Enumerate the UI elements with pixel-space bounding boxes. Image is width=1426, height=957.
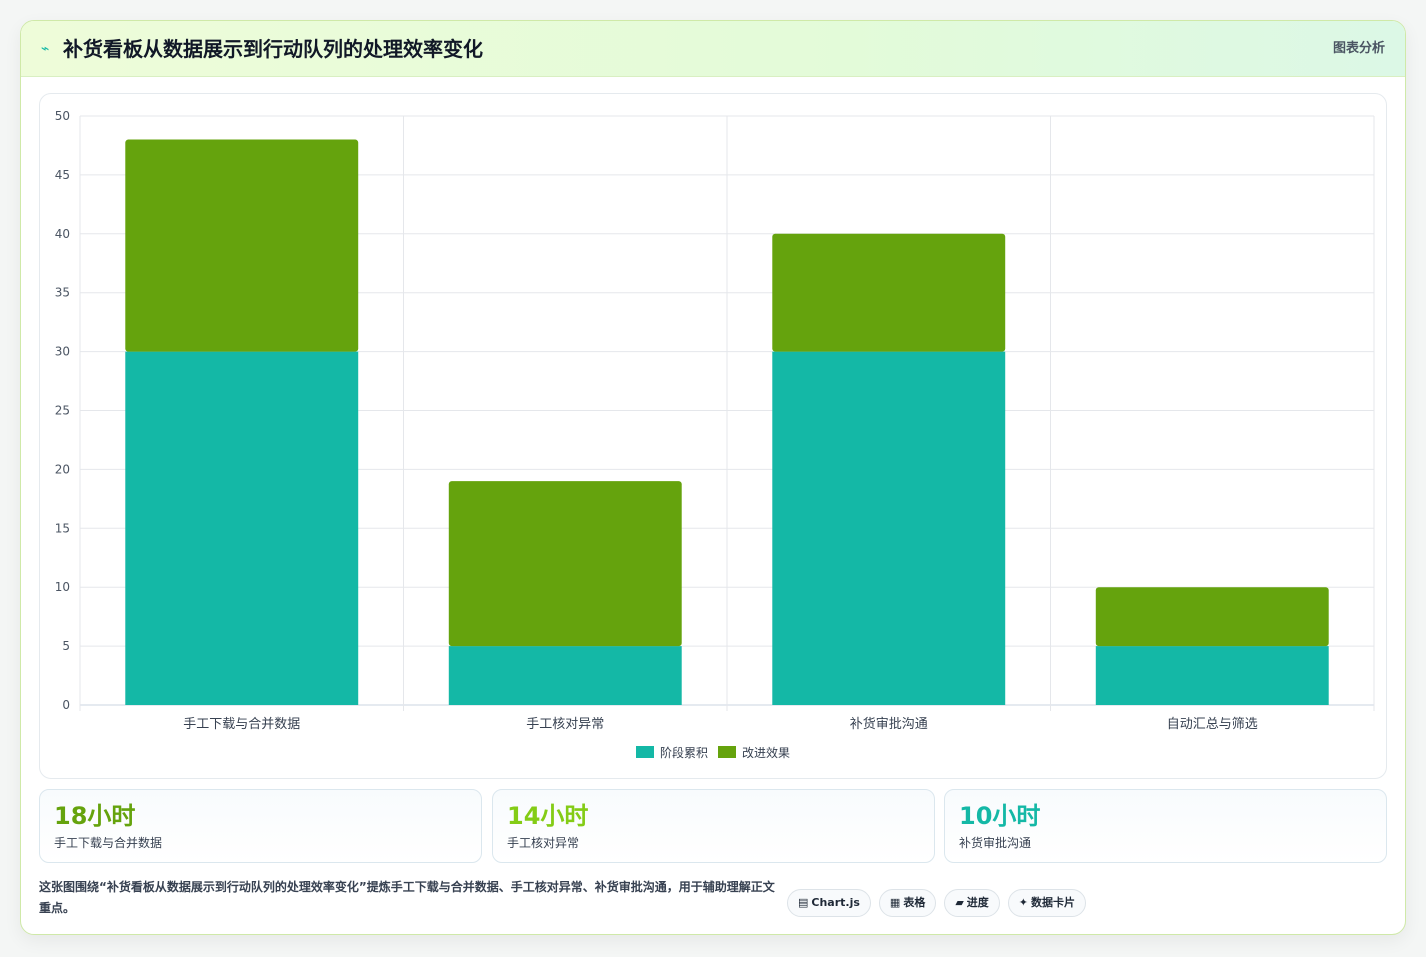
chart-card: ⌁ 补货看板从数据展示到行动队列的处理效率变化 图表分析 0 5 10 15 20 25 3… [20, 20, 1406, 935]
feature-tags: ▤ Chart.js ▦ 表格 ▰ 进度 ✦ 数据卡片 [787, 889, 1087, 917]
legend-item[interactable]: 阶段累积 [635, 744, 708, 761]
y-tick-label: 45 [55, 168, 70, 182]
chart-legend: 阶段累积 改进效果 [40, 742, 1386, 762]
bar-stage [125, 351, 359, 705]
y-tick-label: 35 [55, 286, 70, 300]
legend-swatch [635, 746, 654, 758]
legend-label: 阶段累积 [659, 745, 708, 760]
bar-stage [772, 351, 1006, 705]
legend-swatch [718, 746, 736, 758]
stat-card: 14小时手工核对异常 [492, 789, 935, 863]
stat-label: 手工下载与合并数据 [54, 836, 163, 850]
stat-cards: 18小时 手工下载与合并数据 14小时 手工核对异常 10小时 补货审批沟通 [39, 789, 1387, 863]
bar-improve [125, 139, 359, 352]
bar-improve [448, 481, 682, 647]
tag-label: 数据卡片 [1031, 896, 1076, 909]
y-tick-label: 15 [55, 521, 70, 535]
chart-description: 这张图围绕“补货看板从数据展示到行动队列的处理效率变化”提炼手工下载与合并数据、… [39, 880, 775, 915]
bar-improve [772, 233, 1006, 352]
page-title: 补货看板从数据展示到行动队列的处理效率变化 [63, 37, 483, 61]
feature-tag[interactable]: ▤ Chart.js [787, 889, 871, 917]
bar-stage [448, 646, 682, 705]
stat-value: 14小时 [507, 802, 589, 830]
tag-label: Chart.js [811, 896, 860, 909]
y-tick-label: 25 [55, 404, 70, 418]
tag-icon: ✦ [1018, 896, 1029, 909]
y-tick-label: 0 [62, 698, 70, 712]
stacked-bar-chart: 0 5 10 15 20 25 30 35 40 45 50 手工下载与合并数据 手工核对异常 补货审批沟… [55, 109, 1375, 732]
legend-item[interactable]: 改进效果 [718, 744, 790, 761]
tag-icon: ▰ [955, 896, 964, 909]
tag-label: 表格 [903, 896, 926, 909]
stat-card: 10小时补货审批沟通 [944, 789, 1387, 863]
stat-value: 10小时 [959, 802, 1041, 830]
chart-panel: 0 5 10 15 20 25 30 35 40 45 50 手工下载与合并数据 手工核对异常 补货审批沟… [39, 93, 1387, 779]
card-header: ⌁ 补货看板从数据展示到行动队列的处理效率变化 图表分析 [21, 21, 1405, 77]
y-tick-label: 10 [55, 580, 70, 594]
feature-tag[interactable]: ✦ 数据卡片 [1007, 889, 1087, 917]
chart-line-icon: ⌁ [41, 41, 50, 57]
tag-icon: ▤ [798, 896, 809, 909]
y-tick-label: 40 [55, 227, 70, 241]
x-tick-label: 手工下载与合并数据 [183, 717, 300, 732]
y-tick-label: 50 [55, 109, 70, 123]
stat-card: 18小时手工下载与合并数据 [39, 789, 482, 863]
y-tick-label: 20 [55, 462, 70, 476]
feature-tag[interactable]: ▰ 进度 [944, 889, 1000, 917]
bar-improve [1095, 587, 1329, 647]
legend-label: 改进效果 [742, 745, 791, 760]
feature-tag[interactable]: ▦ 表格 [878, 889, 937, 917]
y-tick-label: 30 [55, 345, 70, 359]
stat-value: 18小时 [54, 802, 136, 830]
stat-label: 手工核对异常 [507, 836, 580, 850]
x-tick-label: 自动汇总与筛选 [1167, 717, 1258, 732]
x-tick-label: 补货审批沟通 [850, 716, 928, 732]
tag-icon: ▦ [889, 896, 901, 909]
chart-analysis-label: 图表分析 [1332, 41, 1385, 56]
y-tick-label: 5 [62, 639, 70, 653]
x-tick-label: 手工核对异常 [526, 717, 604, 732]
bar-stage [1095, 646, 1329, 705]
stat-label: 补货审批沟通 [959, 836, 1032, 850]
tag-label: 进度 [966, 896, 989, 909]
